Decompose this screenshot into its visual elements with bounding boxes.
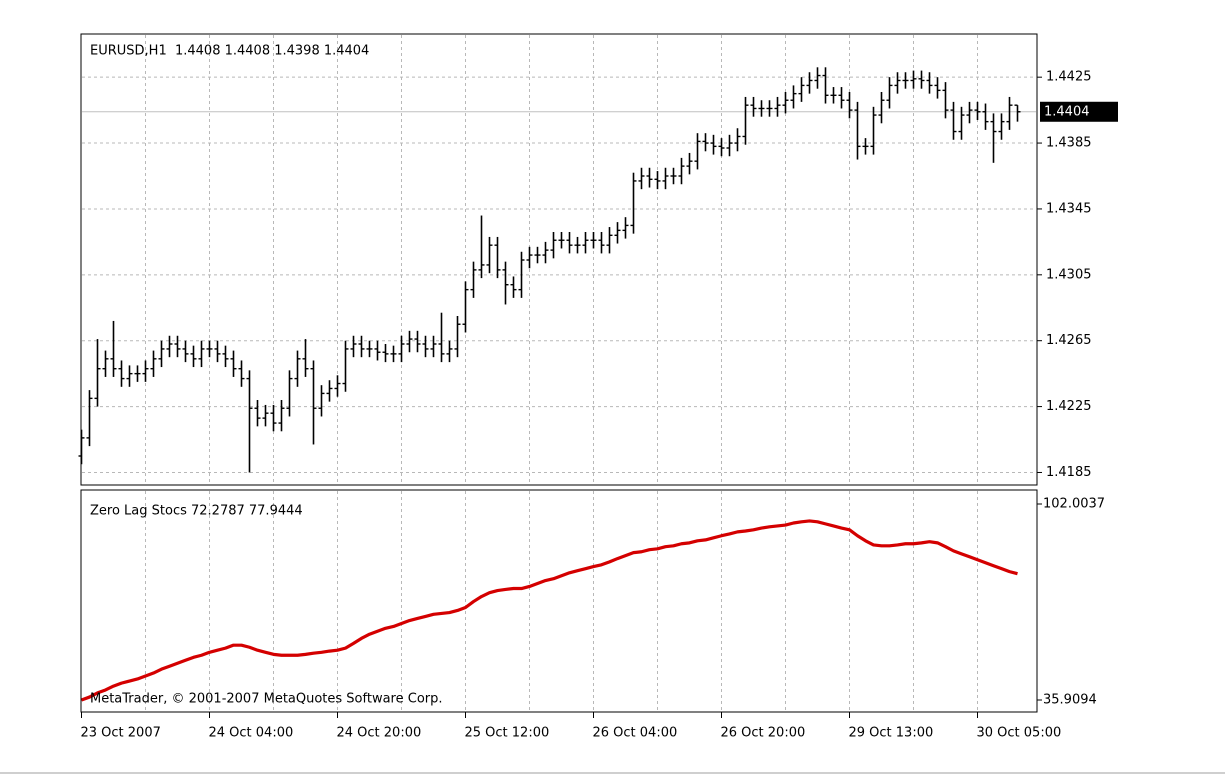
y-tick-label: 35.9094 (1043, 693, 1097, 708)
y-tick-label: 1.4185 (1046, 465, 1092, 480)
y-tick-label: 1.4345 (1046, 201, 1092, 216)
x-tick-label: 26 Oct 20:00 (721, 726, 806, 741)
copyright: MetaTrader, © 2001-2007 MetaQuotes Softw… (90, 692, 443, 707)
indicator-title: Zero Lag Stocs 72.2787 77.9444 (90, 504, 303, 519)
price-pane-title: EURUSD,H1 1.4408 1.4408 1.4398 1.4404 (90, 44, 369, 59)
y-tick-label: 102.0037 (1043, 497, 1105, 512)
last-price-label: 1.4404 (1044, 104, 1090, 119)
x-tick-label: 24 Oct 20:00 (337, 726, 422, 741)
x-tick-label: 30 Oct 05:00 (977, 726, 1062, 741)
last-price-box (1040, 101, 1118, 122)
y-tick-label: 1.4305 (1046, 267, 1092, 282)
plot-layer (78, 35, 1036, 711)
indicator-pane-frame (80, 489, 1038, 713)
x-tick-label: 24 Oct 04:00 (209, 726, 294, 741)
indicator-line (80, 519, 1018, 702)
x-tick-label: 29 Oct 13:00 (849, 726, 934, 741)
y-tick-label: 1.4425 (1046, 70, 1092, 85)
y-tick-label: 1.4265 (1046, 333, 1092, 348)
y-tick-label: 1.4385 (1046, 136, 1092, 151)
y-tick-label: 1.4225 (1046, 399, 1092, 414)
price-pane-frame (80, 33, 1038, 486)
x-tick-label: 25 Oct 12:00 (465, 726, 550, 741)
x-tick-label: 23 Oct 2007 (81, 726, 161, 741)
x-tick-label: 26 Oct 04:00 (593, 726, 678, 741)
